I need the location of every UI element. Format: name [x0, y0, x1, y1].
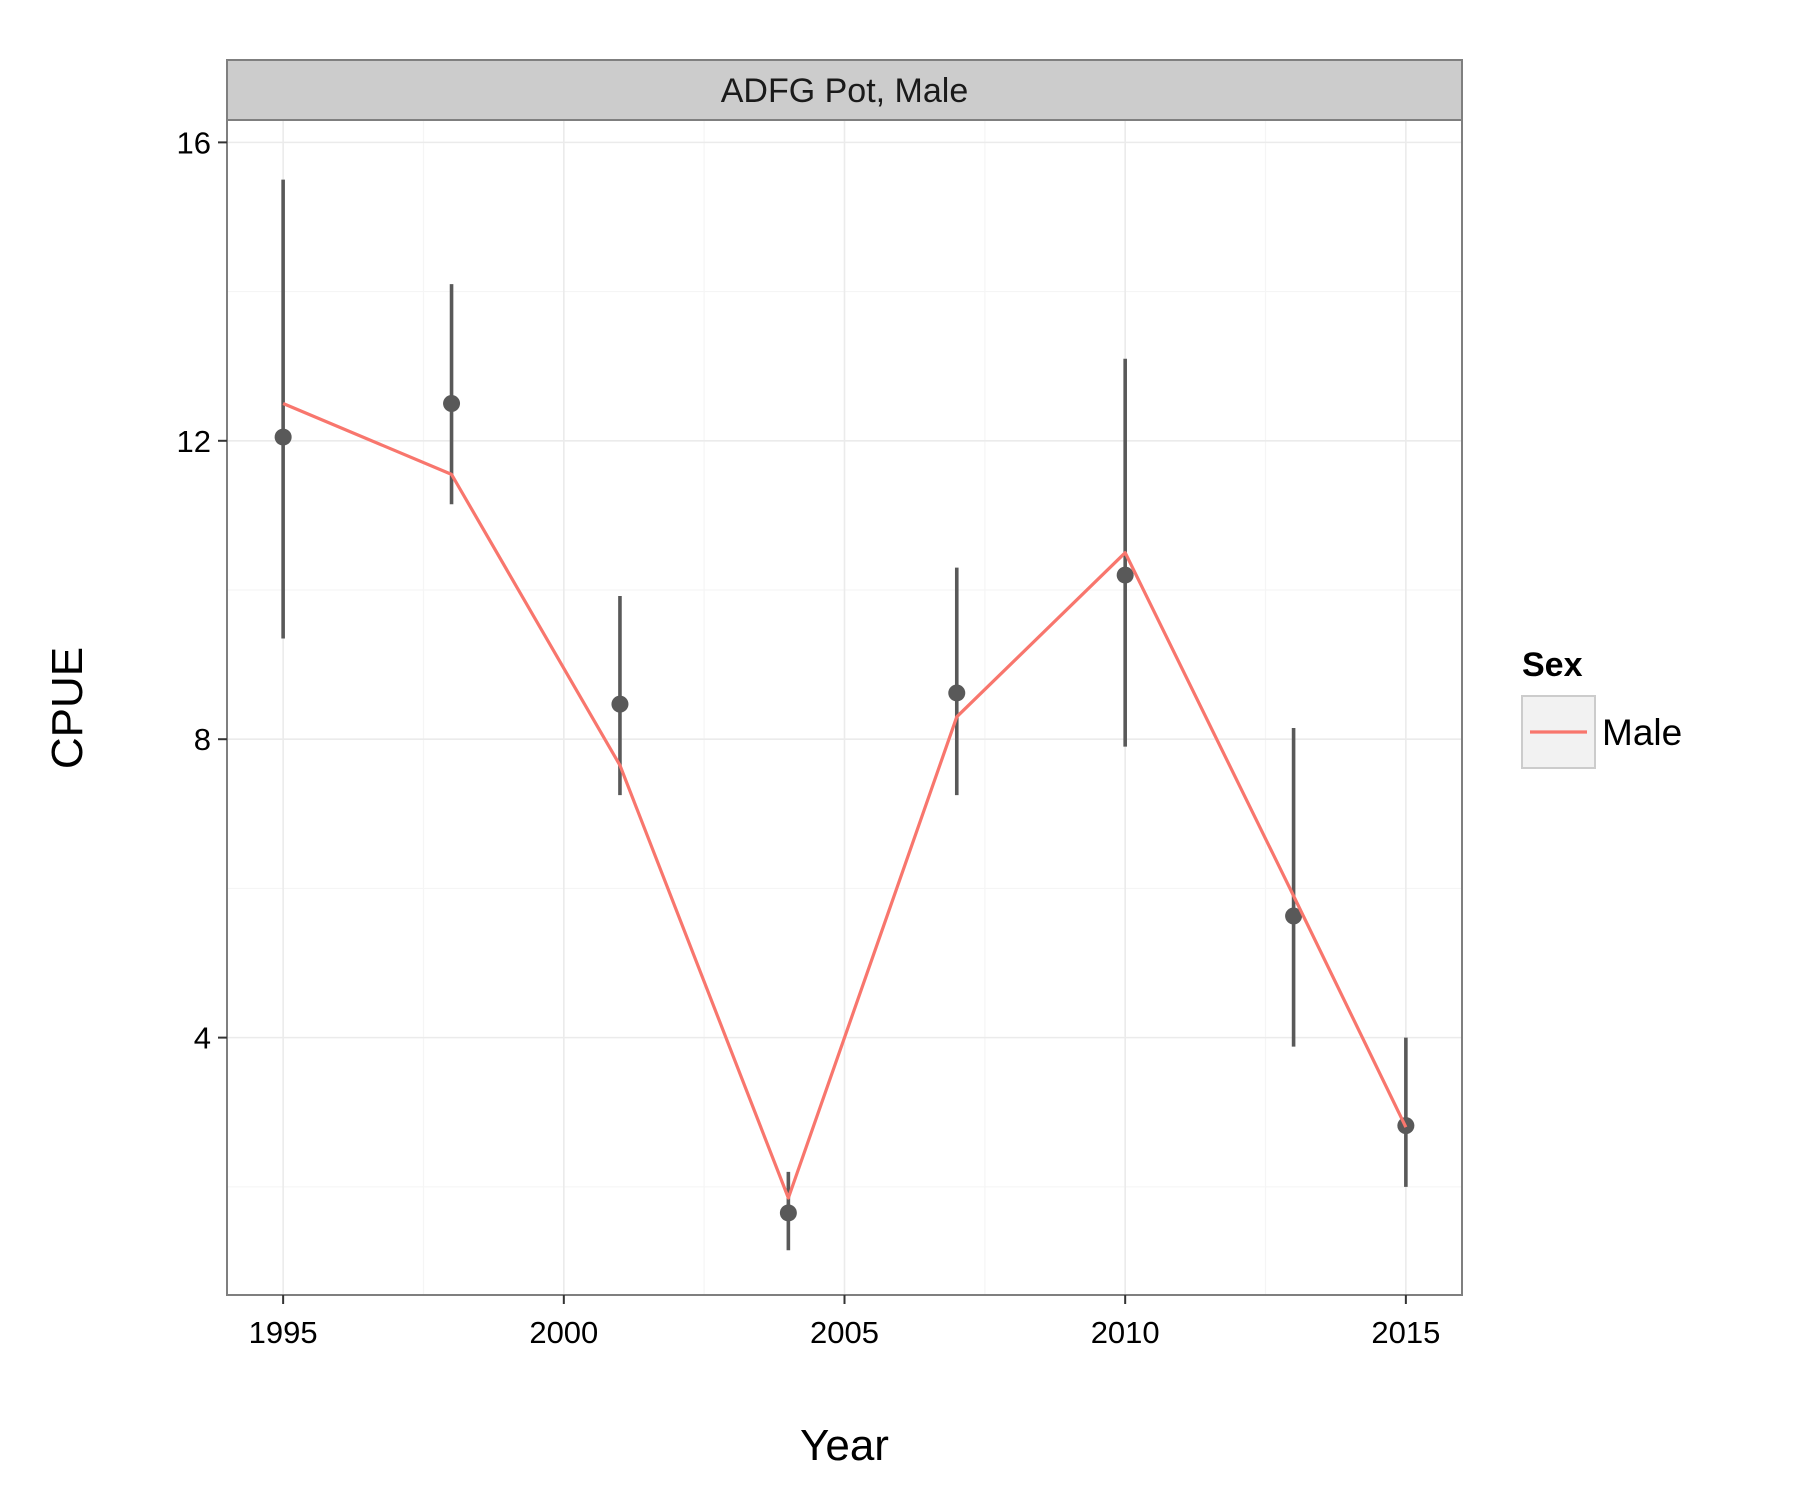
y-tick-label: 4	[194, 1021, 211, 1056]
facet-strip-box	[226, 59, 1463, 121]
data-point	[779, 1204, 797, 1222]
data-point	[611, 695, 629, 713]
legend-title: Sex	[1522, 646, 1583, 684]
legend: Sex Male	[1521, 646, 1682, 769]
facet-strip-label: ADFG Pot, Male	[721, 72, 969, 110]
series-line-male	[282, 402, 1408, 1200]
facet-strip: ADFG Pot, Male	[226, 59, 1463, 121]
data-point	[1285, 907, 1303, 925]
data-point	[948, 684, 966, 702]
legend-label-male: Male	[1602, 712, 1682, 753]
observed-points	[274, 394, 1415, 1222]
y-axis-title: CPUE	[43, 647, 92, 769]
y-tick-label: 12	[177, 424, 211, 459]
x-tick-label: 2000	[529, 1315, 598, 1350]
y-axis: 4 8 12 16	[177, 125, 227, 1056]
x-tick-label: 2010	[1091, 1315, 1160, 1350]
x-tick-label: 1995	[249, 1315, 318, 1350]
data-point	[443, 394, 461, 412]
x-axis-title: Year	[800, 1421, 889, 1470]
x-axis: 1995 2000 2005 2010 2015	[249, 1295, 1440, 1350]
data-point	[1116, 566, 1134, 584]
x-tick-label: 2005	[810, 1315, 879, 1350]
data-point	[274, 428, 292, 446]
x-tick-label: 2015	[1371, 1315, 1440, 1350]
y-tick-label: 16	[177, 125, 211, 160]
y-tick-label: 8	[194, 722, 211, 757]
error-bars	[281, 179, 1408, 1251]
